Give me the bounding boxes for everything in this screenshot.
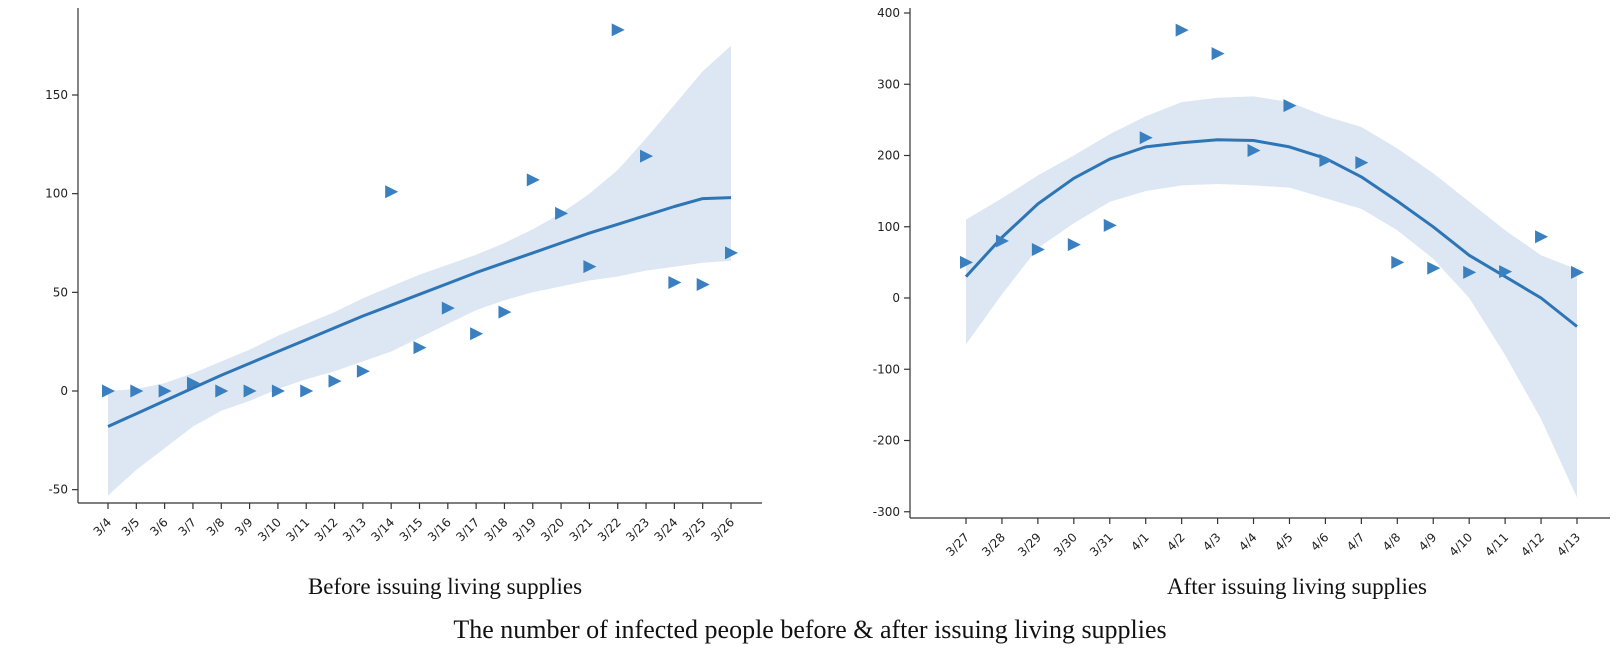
- x-tick-label: 3/28: [979, 530, 1008, 559]
- y-tick-label: -50: [48, 483, 68, 497]
- x-tick-label: 3/24: [652, 515, 681, 544]
- x-tick-label: 3/26: [708, 515, 737, 544]
- data-point: [697, 278, 710, 291]
- x-tick-label: 3/20: [538, 515, 567, 544]
- chart-after-xlabel: After issuing living supplies: [1167, 574, 1427, 599]
- data-point: [725, 246, 738, 259]
- x-tick-label: 4/7: [1344, 530, 1368, 554]
- y-tick-label: 0: [892, 291, 900, 305]
- x-tick-label: 3/30: [1051, 530, 1080, 559]
- x-tick-label: 3/17: [453, 515, 482, 544]
- x-tick-label: 3/13: [340, 515, 369, 544]
- x-tick-label: 4/12: [1518, 530, 1547, 559]
- x-tick-label: 3/21: [567, 515, 596, 544]
- data-point: [1391, 256, 1404, 269]
- y-tick-label: -300: [873, 505, 900, 519]
- x-tick-label: 3/27: [943, 530, 972, 559]
- y-tick-label: 150: [45, 88, 68, 102]
- x-tick-label: 3/10: [255, 515, 284, 544]
- chart-before-xlabel: Before issuing living supplies: [308, 574, 582, 599]
- y-tick-label: 100: [877, 220, 900, 234]
- x-tick-label: 4/6: [1308, 530, 1332, 554]
- x-tick-label: 3/25: [680, 515, 709, 544]
- y-tick-label: 0: [60, 384, 68, 398]
- x-tick-label: 3/18: [482, 515, 511, 544]
- x-tick-label: 3/11: [283, 515, 312, 544]
- x-tick-label: 4/3: [1200, 530, 1224, 554]
- x-tick-label: 3/15: [397, 515, 426, 544]
- data-point: [470, 327, 483, 340]
- data-point: [385, 185, 398, 198]
- y-tick-label: 50: [53, 285, 68, 299]
- x-tick-label: 4/13: [1554, 530, 1583, 559]
- x-tick-label: 4/9: [1416, 530, 1440, 554]
- x-tick-label: 3/19: [510, 515, 539, 544]
- data-point: [329, 375, 342, 388]
- data-point: [1176, 24, 1189, 37]
- data-point: [1104, 219, 1117, 232]
- x-tick-label: 3/23: [623, 515, 652, 544]
- y-tick-label: -100: [873, 362, 900, 376]
- x-tick-label: 3/31: [1087, 530, 1116, 559]
- figure-title: The number of infected people before & a…: [453, 615, 1166, 644]
- data-point: [1571, 266, 1584, 279]
- x-tick-label: 4/5: [1272, 530, 1296, 554]
- y-tick-label: -200: [873, 434, 900, 448]
- data-point: [414, 341, 427, 354]
- data-point: [527, 173, 540, 186]
- y-tick-label: 100: [45, 187, 68, 201]
- x-tick-label: 3/8: [204, 515, 228, 539]
- data-point: [1535, 230, 1548, 243]
- x-tick-label: 4/10: [1446, 530, 1475, 559]
- data-point: [498, 306, 511, 319]
- data-point: [1068, 238, 1081, 251]
- x-tick-label: 3/16: [425, 515, 454, 544]
- x-tick-label: 4/2: [1164, 530, 1188, 554]
- x-tick-label: 3/7: [176, 515, 200, 539]
- data-point: [668, 276, 681, 289]
- x-tick-label: 3/4: [91, 515, 115, 539]
- x-tick-label: 3/14: [368, 515, 397, 544]
- data-point: [357, 365, 370, 378]
- data-point: [300, 385, 313, 398]
- confidence-band: [108, 46, 731, 496]
- x-tick-label: 3/29: [1015, 530, 1044, 559]
- x-tick-label: 4/1: [1128, 530, 1152, 554]
- data-point: [612, 23, 625, 36]
- x-tick-label: 3/12: [312, 515, 341, 544]
- x-tick-label: 3/22: [595, 515, 624, 544]
- x-tick-label: 3/6: [147, 515, 171, 539]
- y-tick-label: 200: [877, 149, 900, 163]
- x-tick-label: 3/5: [119, 515, 143, 539]
- x-tick-label: 4/8: [1380, 530, 1404, 554]
- y-tick-label: 300: [877, 77, 900, 91]
- y-tick-label: 400: [877, 6, 900, 20]
- x-tick-label: 3/9: [232, 515, 256, 539]
- x-tick-label: 4/4: [1236, 530, 1260, 554]
- x-tick-label: 4/11: [1482, 530, 1511, 559]
- data-point: [1212, 47, 1225, 60]
- figure: -500501001503/4 3/5 3/6 3/7 3/8 3/9 3/10 3/11 3/…: [0, 0, 1620, 658]
- confidence-band: [966, 96, 1577, 497]
